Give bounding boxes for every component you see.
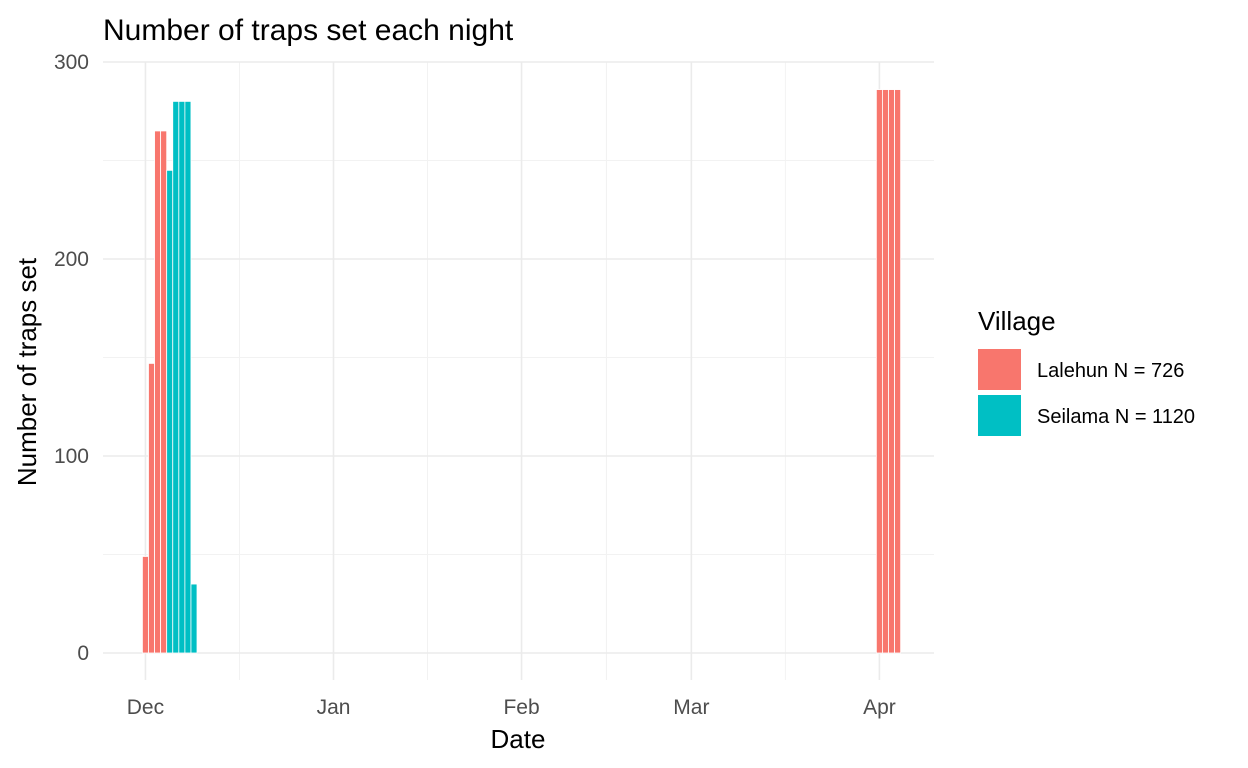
chart-title: Number of traps set each night [103,14,514,47]
y-tick-label: 300 [54,51,89,74]
legend-label: Seilama N = 1120 [1037,406,1195,428]
y-tick-labels: 0 100 200 300 [54,51,89,665]
x-tick-label: Apr [863,696,896,719]
bar-lalehun [882,89,889,654]
y-tick-label: 200 [54,248,89,271]
x-tick-label: Feb [503,696,539,719]
y-tick-label: 0 [77,642,89,665]
bar-lalehun [154,130,162,654]
legend-swatch [978,395,1021,436]
y-tick-label: 100 [54,445,89,468]
bar-seilama [190,583,198,654]
bar-lalehun [894,89,902,654]
bar-lalehun [160,130,168,654]
x-tick-label: Mar [673,696,709,719]
legend: Village Lalehun N = 726 Seilama N = 1120 [978,306,1195,436]
bar-seilama [184,101,192,654]
bars [142,89,902,654]
bar-lalehun [888,89,895,654]
x-tick-label: Jan [317,696,351,719]
bar-lalehun [142,556,149,654]
grid-lines [103,61,934,680]
legend-swatch [978,349,1021,390]
y-axis-title: Number of traps set [12,257,42,486]
bar-lalehun [148,363,155,654]
legend-title: Village [978,306,1056,336]
x-tick-labels: Dec Jan Feb Mar Apr [127,696,896,719]
bar-seilama [172,101,180,654]
bar-seilama [178,101,186,654]
x-axis-title: Date [491,724,546,754]
bar-seilama [166,169,174,654]
legend-label: Lalehun N = 726 [1037,360,1184,382]
bar-lalehun [875,89,883,654]
x-tick-label: Dec [127,696,164,719]
